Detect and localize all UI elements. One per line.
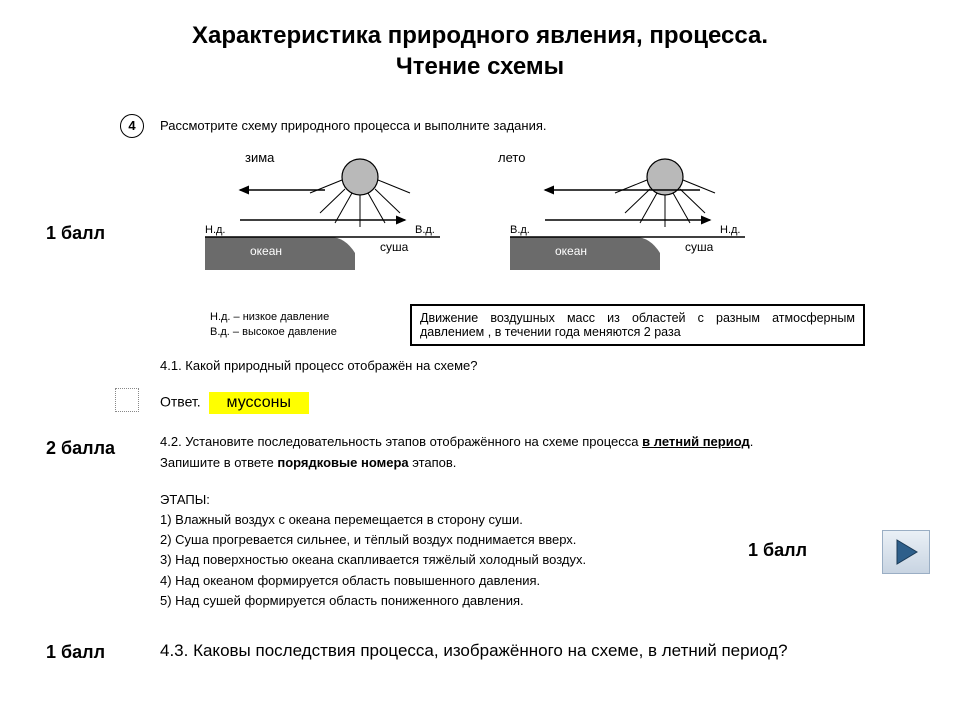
svg-text:В.д.: В.д. [415, 224, 435, 236]
stages-block: ЭТАПЫ: 1) Влажный воздух с океана переме… [160, 490, 586, 611]
instruction: Рассмотрите схему природного процесса и … [160, 118, 546, 133]
legend: Н.д. – низкое давление В.д. – высокое да… [210, 310, 337, 341]
stage-1: 1) Влажный воздух с океана перемещается … [160, 510, 586, 530]
question-42: 4.2. Установите последовательность этапо… [160, 432, 870, 474]
question-number: 4 [120, 114, 144, 138]
answer-highlight: муссоны [209, 392, 309, 414]
checkbox-placeholder [115, 388, 139, 412]
title-line2: Чтение схемы [396, 53, 564, 80]
next-button[interactable] [882, 530, 930, 574]
question-43: 4.3. Каковы последствия процесса, изобра… [160, 640, 860, 663]
stage-4: 4) Над океаном формируется область повыш… [160, 571, 586, 591]
answer-label: Ответ. [160, 394, 201, 410]
svg-text:океан: океан [555, 244, 587, 258]
diagram-summer: В.д. Н.д. океан суша [510, 145, 730, 305]
diagram-winter: Н.д. В.д. океан суша [205, 145, 425, 305]
svg-text:Н.д.: Н.д. [720, 224, 740, 236]
svg-text:Н.д.: Н.д. [205, 224, 225, 236]
page-title: Характеристика природного явления, проце… [0, 0, 960, 82]
play-icon [893, 538, 919, 566]
answer-row: Ответ. муссоны [160, 392, 309, 414]
stage-2: 2) Суша прогревается сильнее, и тёплый в… [160, 530, 586, 550]
svg-text:океан: океан [250, 244, 282, 258]
definition-box: Движение воздушных масс из областей с ра… [410, 304, 865, 346]
legend-vd: В.д. – высокое давление [210, 325, 337, 340]
stage-5: 5) Над сушей формируется область понижен… [160, 591, 586, 611]
stage-3: 3) Над поверхностью океана скапливается … [160, 550, 586, 570]
svg-text:суша: суша [685, 240, 714, 254]
score-2: 2 балла [46, 438, 115, 459]
score-4: 1 балл [46, 642, 105, 663]
score-3: 1 балл [748, 540, 807, 561]
stages-title: ЭТАПЫ: [160, 490, 586, 510]
score-1: 1 балл [46, 223, 105, 244]
svg-text:В.д.: В.д. [510, 224, 530, 236]
svg-text:суша: суша [380, 240, 409, 254]
title-line1: Характеристика природного явления, проце… [192, 22, 768, 49]
question-41: 4.1. Какой природный процесс отображён н… [160, 358, 477, 373]
legend-nd: Н.д. – низкое давление [210, 310, 337, 325]
